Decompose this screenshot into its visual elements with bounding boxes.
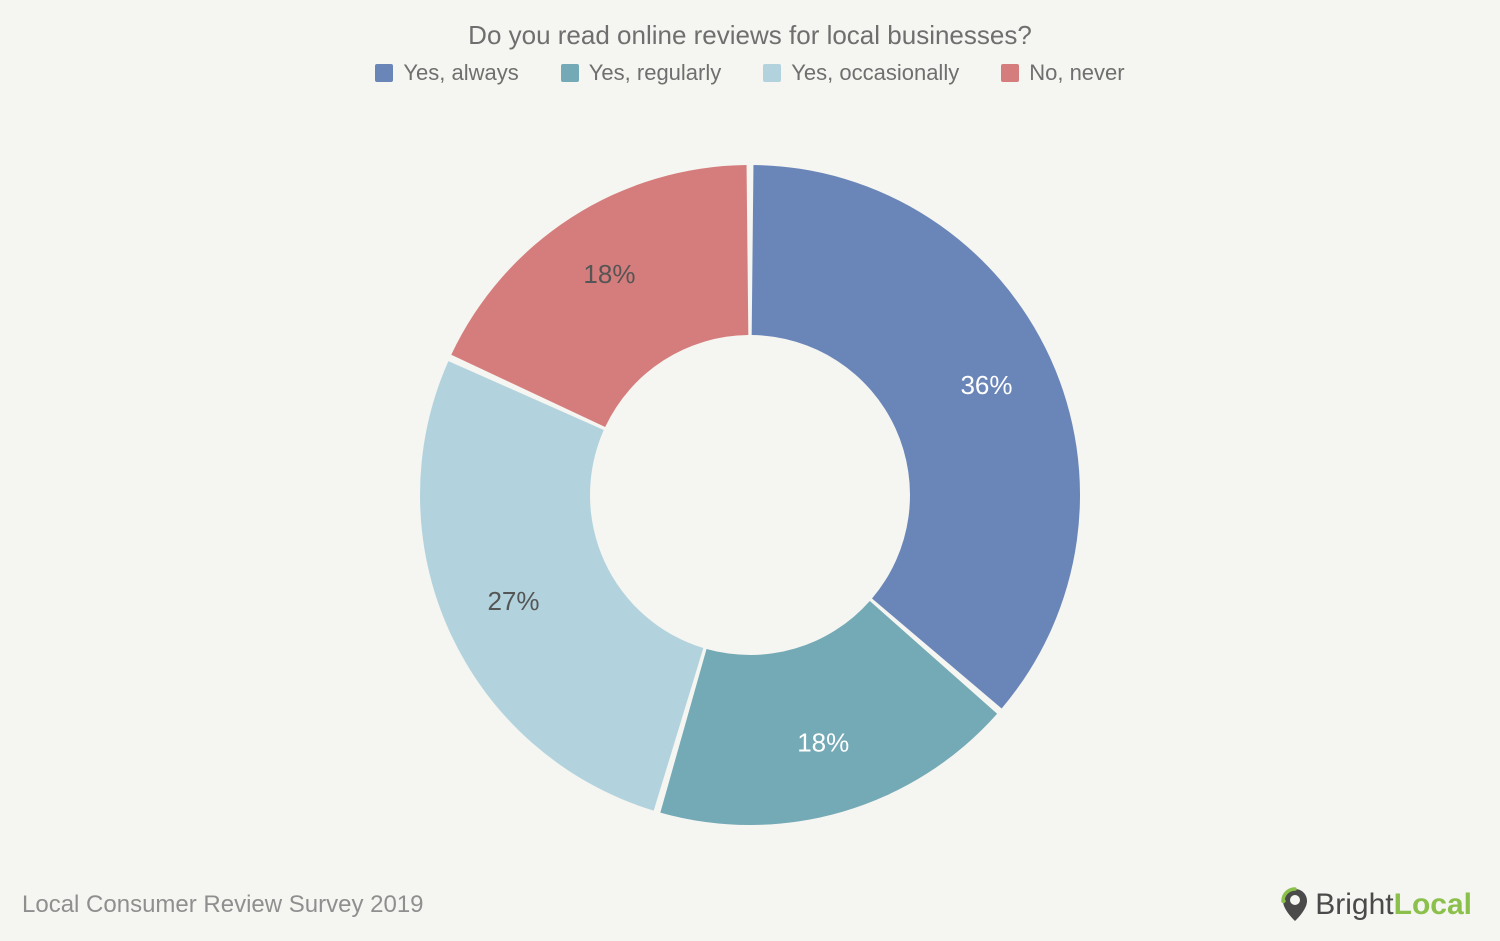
legend-swatch [375,64,393,82]
donut-slice [752,165,1080,708]
slice-label: 18% [797,727,849,757]
slice-label: 36% [960,370,1012,400]
brightlocal-logo: BrightLocal [1281,887,1472,923]
slice-label: 18% [583,259,635,289]
chart-canvas: Do you read online reviews for local bus… [0,0,1500,941]
chart-title: Do you read online reviews for local bus… [0,20,1500,51]
chart-legend: Yes, always Yes, regularly Yes, occasional… [0,60,1500,86]
slice-label: 27% [487,586,539,616]
legend-label: Yes, occasionally [791,60,959,86]
legend-swatch [1001,64,1019,82]
legend-item: No, never [1001,60,1124,86]
footer-caption: Local Consumer Review Survey 2019 [22,891,424,919]
logo-text-local: Local [1394,888,1472,921]
logo-text-bright: Bright [1315,888,1393,921]
legend-swatch [763,64,781,82]
legend-swatch [561,64,579,82]
legend-item: Yes, always [375,60,518,86]
legend-item: Yes, regularly [561,60,721,86]
legend-label: No, never [1029,60,1124,86]
donut-chart: 36% 18% 27% 18% [0,115,1500,875]
donut-slice [420,361,703,811]
legend-label: Yes, regularly [589,60,721,86]
legend-label: Yes, always [403,60,518,86]
map-pin-icon [1281,887,1309,923]
legend-item: Yes, occasionally [763,60,959,86]
